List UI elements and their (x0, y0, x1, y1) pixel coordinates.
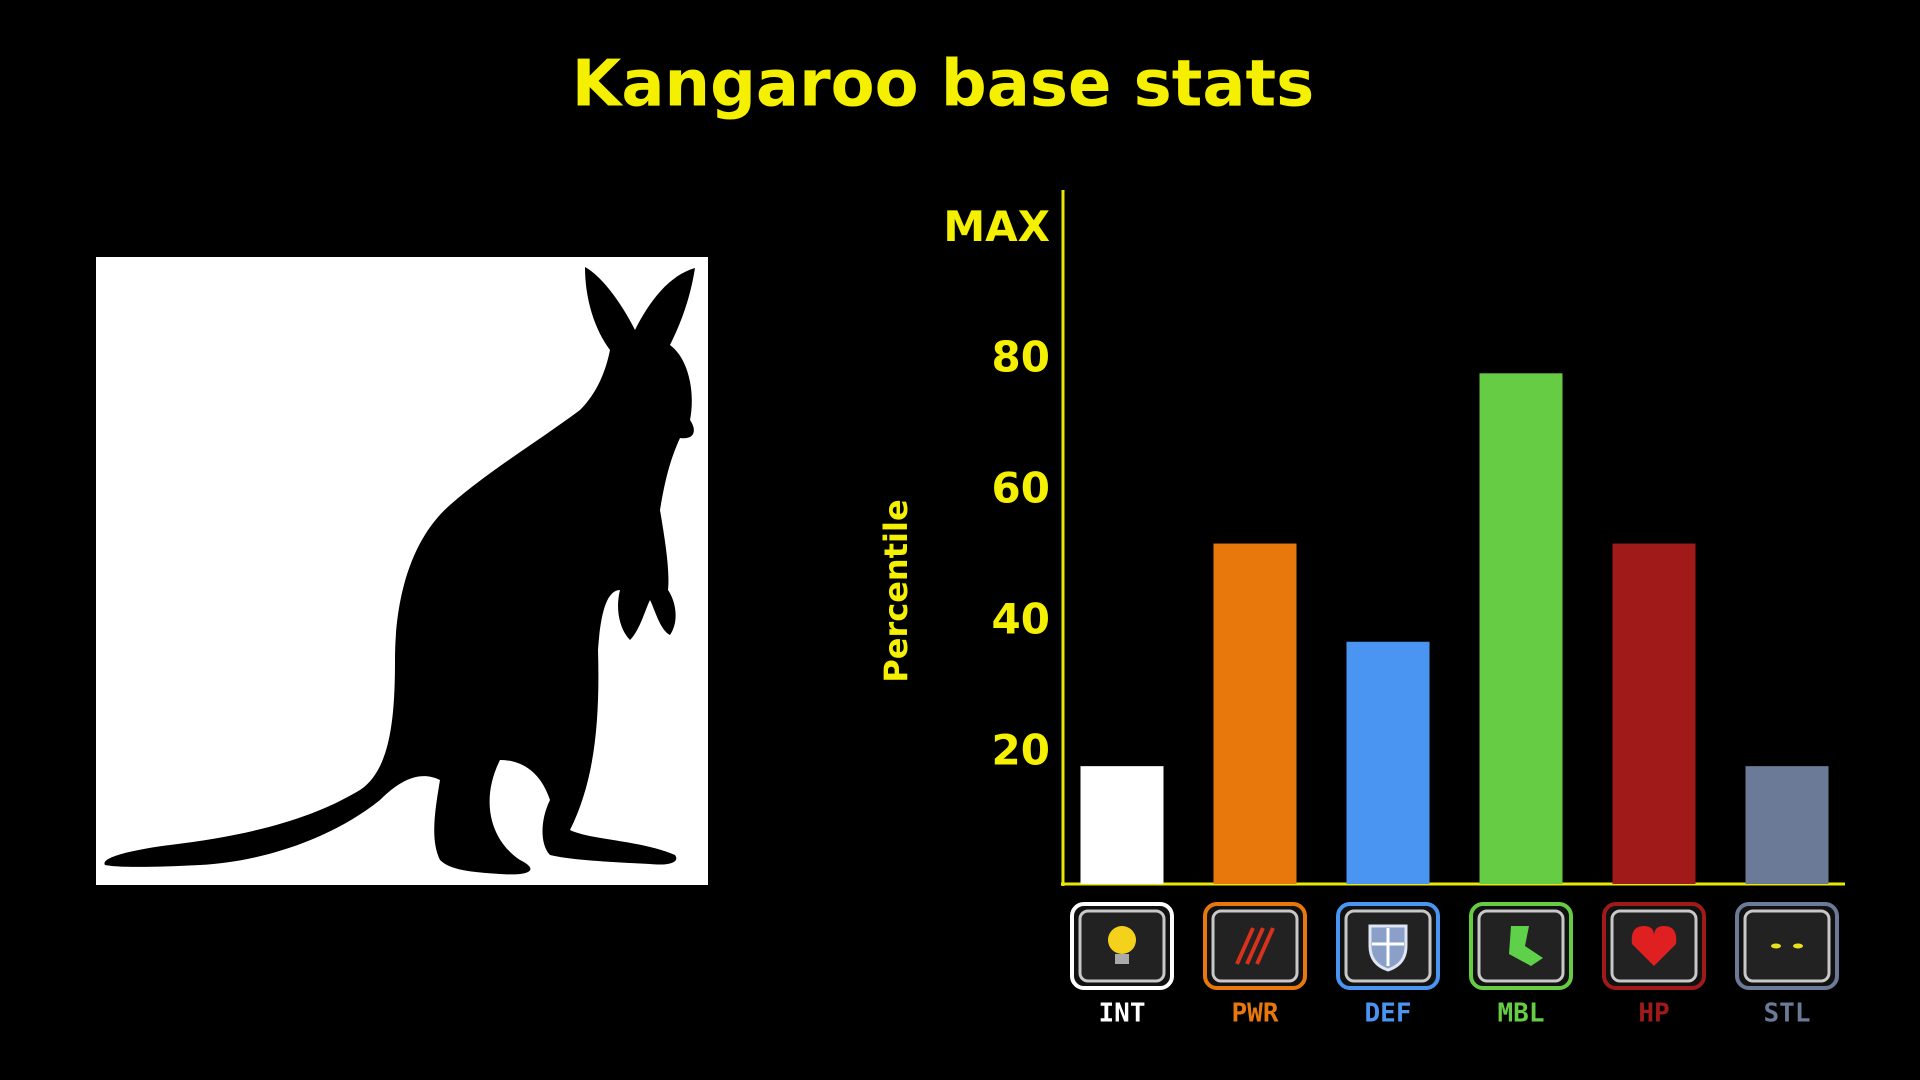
y-tick-label: 40 (992, 595, 1050, 644)
x-tick-label: PWR (1232, 999, 1279, 1029)
chart-title: Kangaroo base stats (572, 48, 1314, 122)
y-tick-label: MAX (943, 202, 1050, 251)
icon-claw (1255, 927, 1275, 965)
x-tick-label: HP (1638, 999, 1669, 1029)
stat-icon (1735, 902, 1839, 990)
stat-icon (1469, 902, 1573, 990)
icon-bulb-base (1115, 954, 1129, 964)
bar (1346, 641, 1430, 884)
icon-inner (1743, 909, 1831, 983)
y-axis-label: Percentile (877, 499, 915, 682)
kangaroo-silhouette (104, 267, 695, 875)
bar (1612, 543, 1696, 884)
icon-boot (1509, 926, 1543, 966)
x-tick-label: MBL (1498, 999, 1545, 1029)
icon-bulb (1108, 926, 1136, 954)
stat-icon (1203, 902, 1307, 990)
x-tick-label: STL (1764, 999, 1811, 1029)
icon-heart (1631, 926, 1677, 966)
bar (1080, 766, 1164, 884)
bar (1745, 766, 1829, 884)
icon-eye (1771, 943, 1781, 949)
x-tick-label: DEF (1365, 999, 1412, 1029)
stat-icon (1070, 902, 1174, 990)
y-tick-label: 20 (992, 726, 1050, 775)
x-tick-label: INT (1099, 999, 1146, 1029)
kangaroo-picture (96, 257, 708, 885)
icon-claw (1235, 927, 1255, 965)
stat-icon (1336, 902, 1440, 990)
bar (1479, 373, 1563, 884)
stat-icon (1602, 902, 1706, 990)
icon-claw (1245, 927, 1265, 965)
y-tick-label: 60 (992, 464, 1050, 513)
icon-eye (1793, 943, 1803, 949)
y-tick-label: 80 (992, 333, 1050, 382)
bar (1213, 543, 1297, 884)
